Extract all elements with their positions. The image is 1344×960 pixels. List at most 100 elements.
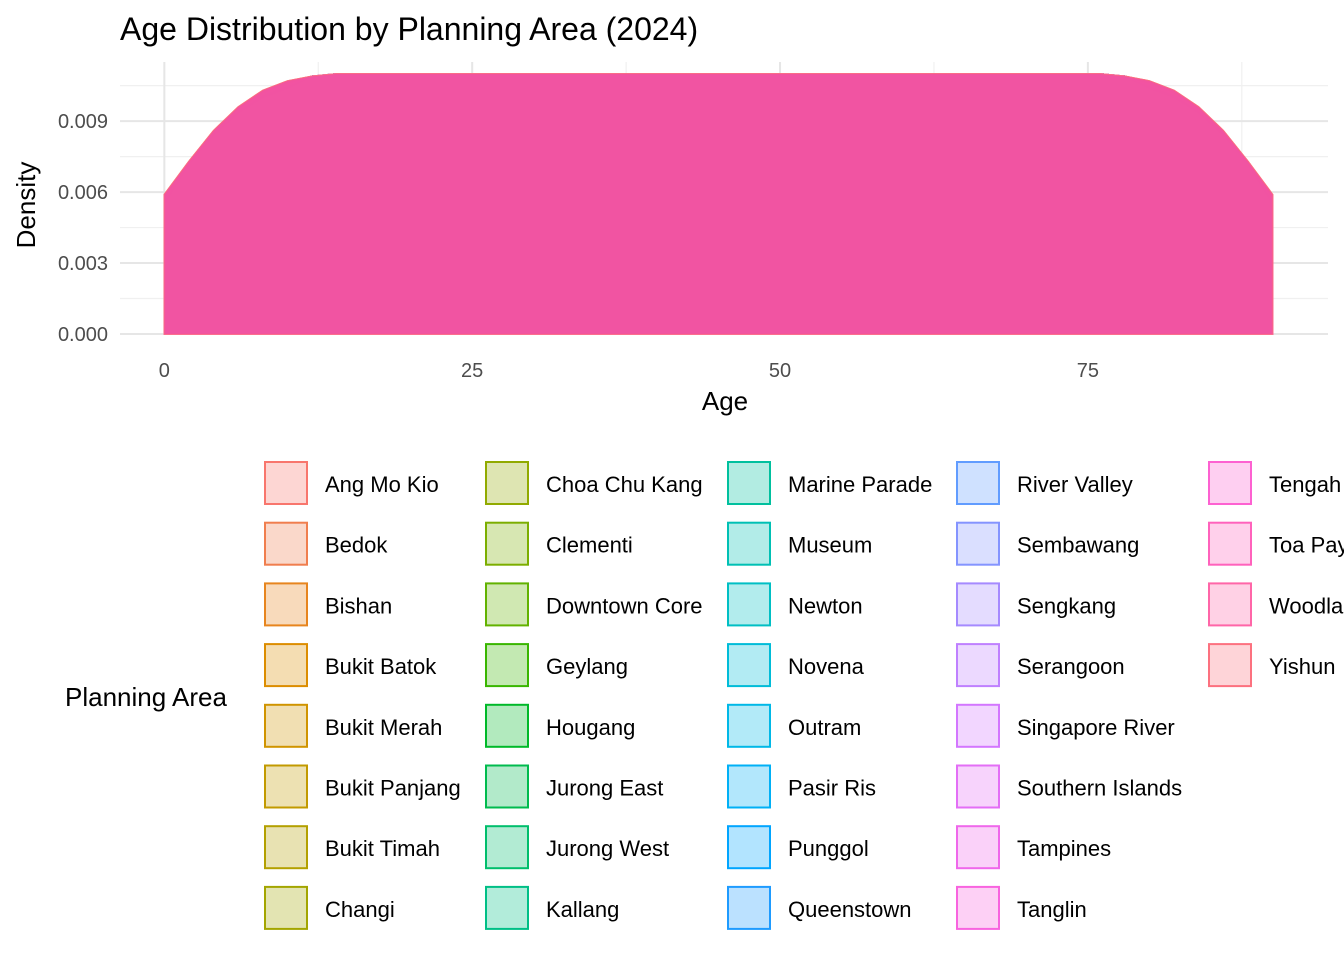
legend-swatch	[264, 703, 308, 748]
legend-item: Downtown Core	[485, 582, 703, 627]
legend-label: Serangoon	[1017, 654, 1125, 679]
legend-item: River Valley	[956, 461, 1133, 505]
chart-title: Age Distribution by Planning Area (2024)	[120, 11, 698, 47]
legend-label: Pasir Ris	[788, 776, 876, 801]
legend-swatch	[485, 521, 529, 566]
legend-swatch	[264, 643, 308, 688]
legend-swatch	[727, 703, 771, 748]
legend-swatch	[956, 825, 1000, 870]
legend-label: Queenstown	[788, 897, 912, 922]
legend-swatch	[264, 764, 308, 809]
legend-item: Marine Parade	[727, 461, 932, 505]
legend-swatch	[1208, 521, 1252, 566]
legend-item: Geylang	[485, 643, 628, 688]
legend-swatch	[956, 703, 1000, 748]
legend-label: Downtown Core	[546, 593, 703, 618]
legend-label: Tampines	[1017, 836, 1111, 861]
legend-label: Kallang	[546, 897, 619, 922]
legend-swatch	[956, 885, 1000, 930]
legend-item: Hougang	[485, 703, 635, 748]
legend-label: Jurong West	[546, 836, 669, 861]
legend-label: Sengkang	[1017, 593, 1116, 618]
legend-swatch	[956, 521, 1000, 566]
legend-label: Bukit Panjang	[325, 776, 461, 801]
legend-swatch	[727, 764, 771, 809]
legend-item: Outram	[727, 703, 861, 748]
legend-item: Toa Payoh	[1208, 521, 1344, 566]
legend-swatch	[485, 582, 529, 627]
legend-swatch	[264, 885, 308, 930]
legend-swatch	[727, 461, 771, 505]
legend-swatch	[727, 582, 771, 627]
legend-item: Sengkang	[956, 582, 1116, 627]
legend-label: Bukit Batok	[325, 654, 437, 679]
legend-swatch	[485, 764, 529, 809]
legend-item: Choa Chu Kang	[485, 461, 703, 505]
legend-label: Bishan	[325, 593, 392, 618]
legend-label: Yishun	[1269, 654, 1335, 679]
x-tick-label: 0	[159, 360, 170, 382]
legend-item: Singapore River	[956, 703, 1175, 748]
legend-item: Jurong East	[485, 764, 663, 809]
legend-item: Clementi	[485, 521, 633, 566]
legend-label: Newton	[788, 593, 863, 618]
legend-label: Bukit Merah	[325, 715, 442, 740]
legend-item: Ang Mo Kio	[264, 461, 439, 505]
legend-item: Tampines	[956, 825, 1111, 870]
legend-swatch	[1208, 461, 1252, 505]
legend-swatch	[485, 643, 529, 688]
legend-label: Geylang	[546, 654, 628, 679]
legend-label: Southern Islands	[1017, 776, 1182, 801]
legend-label: Bedok	[325, 533, 388, 558]
legend-swatch	[485, 461, 529, 505]
legend-label: Toa Payoh	[1269, 533, 1344, 558]
legend-swatch	[956, 764, 1000, 809]
legend-item: Museum	[727, 521, 872, 566]
legend-item: Bukit Merah	[264, 703, 442, 748]
legend-label: Jurong East	[546, 776, 663, 801]
legend-label: Novena	[788, 654, 865, 679]
x-axis-title: Age	[702, 386, 748, 416]
legend-item: Kallang	[485, 885, 619, 930]
y-tick-label: 0.009	[58, 111, 108, 133]
legend-item: Jurong West	[485, 825, 669, 870]
legend-swatch	[485, 703, 529, 748]
legend-item: Bedok	[264, 521, 388, 566]
y-tick-label: 0.000	[58, 324, 108, 346]
legend-label: Punggol	[788, 836, 869, 861]
legend-item: Newton	[727, 582, 863, 627]
legend-label: Ang Mo Kio	[325, 472, 439, 497]
legend-item: Changi	[264, 885, 395, 930]
legend: Ang Mo Kio Bedok Bishan Bukit Batok Bukit Me…	[264, 461, 1344, 930]
legend-label: Changi	[325, 897, 395, 922]
legend-label: Singapore River	[1017, 715, 1175, 740]
legend-swatch	[956, 582, 1000, 627]
legend-label: River Valley	[1017, 472, 1133, 497]
legend-item: Queenstown	[727, 885, 912, 930]
x-tick-label: 50	[769, 360, 791, 382]
legend-label: Clementi	[546, 533, 633, 558]
legend-swatch	[727, 885, 771, 930]
legend-swatch	[727, 643, 771, 688]
legend-item: Woodlands	[1208, 582, 1344, 627]
density-areas	[163, 73, 1274, 335]
legend-swatch	[727, 521, 771, 566]
legend-item: Pasir Ris	[727, 764, 876, 809]
legend-swatch	[485, 885, 529, 930]
legend-label: Tanglin	[1017, 897, 1087, 922]
legend-swatch	[264, 521, 308, 566]
y-axis-title: Density	[11, 162, 41, 249]
legend-item: Punggol	[727, 825, 869, 870]
legend-item: Bukit Timah	[264, 825, 440, 870]
legend-label: Sembawang	[1017, 533, 1139, 558]
axis-ticks: 0 25 50 75 0.000 0.003 0.006 0.009	[58, 111, 1099, 382]
legend-item: Serangoon	[956, 643, 1125, 688]
y-tick-label: 0.003	[58, 253, 108, 275]
legend-item: Novena	[727, 643, 865, 688]
legend-label: Marine Parade	[788, 472, 932, 497]
legend-title: Planning Area	[65, 682, 227, 712]
legend-item: Southern Islands	[956, 764, 1182, 809]
legend-swatch	[485, 825, 529, 870]
legend-item: Bukit Batok	[264, 643, 437, 688]
